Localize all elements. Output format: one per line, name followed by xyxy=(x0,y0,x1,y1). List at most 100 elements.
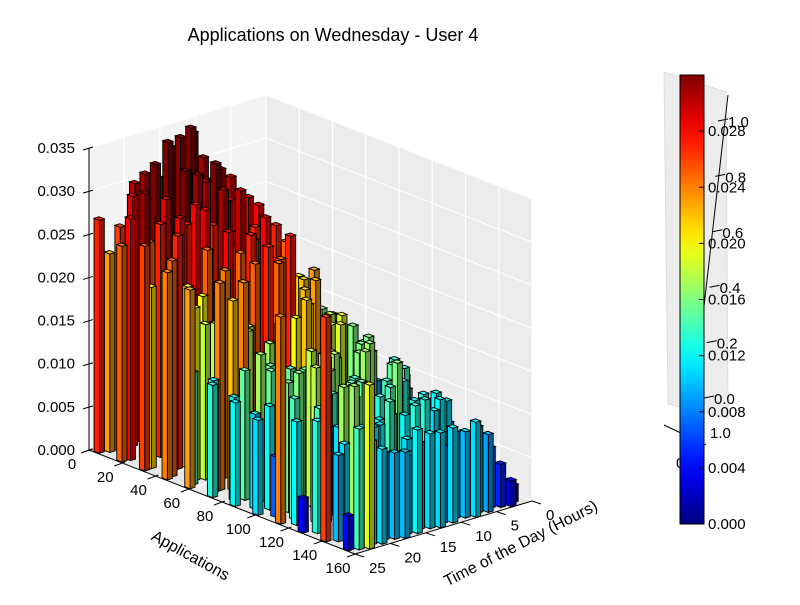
bar-top-face xyxy=(297,275,311,281)
bar-front-face xyxy=(332,452,339,543)
bar-top-face xyxy=(433,395,447,401)
chart-title: Applications on Wednesday - User 4 xyxy=(188,25,479,45)
bar-top-face xyxy=(236,279,250,284)
bar-front-face xyxy=(388,450,396,541)
z-tick-label: 0.025 xyxy=(37,226,75,243)
bar-top-face xyxy=(218,267,232,272)
bar xyxy=(138,242,152,472)
bar-side-face xyxy=(452,426,459,524)
bar-top-face xyxy=(327,350,341,355)
bar-side-face xyxy=(280,315,287,525)
bar-top-face xyxy=(304,347,318,353)
bar-front-face xyxy=(264,403,271,511)
bar-top-face xyxy=(198,320,212,326)
bar-top-face xyxy=(331,451,345,457)
bar-top-face xyxy=(226,297,240,302)
bar xyxy=(494,460,508,509)
bar-side-face xyxy=(464,429,471,519)
stray-tick-mark xyxy=(715,173,726,177)
bar-top-face xyxy=(481,430,495,436)
y-tick-label: 5 xyxy=(511,518,519,535)
bar-top-face xyxy=(283,365,297,370)
stray-tick-mark xyxy=(717,118,729,122)
z-tick-label: 0.005 xyxy=(37,399,75,416)
x-tick-label: 0 xyxy=(68,456,76,473)
bar-side-face xyxy=(429,431,436,530)
axis-ticks: 0.000 0.005 0.010 0.015 0.020 0.025 0.030 0.035… xyxy=(37,140,554,577)
y-tick-label: 15 xyxy=(440,539,457,556)
bar-top-face xyxy=(228,398,242,404)
bar-front-face xyxy=(411,427,418,535)
bar-top-face xyxy=(198,206,212,211)
bar-side-face xyxy=(121,244,128,463)
bar-side-face xyxy=(439,430,446,529)
bar-side-face xyxy=(358,427,365,551)
bar-top-face xyxy=(383,383,397,389)
stray-extra-label: 1.0 xyxy=(710,425,731,442)
bar-top-face xyxy=(274,313,288,318)
bar-top-face xyxy=(308,276,323,282)
colorbar-tick-label: 0.012 xyxy=(708,348,746,365)
bar-top-face xyxy=(289,314,303,320)
bar-side-face xyxy=(150,285,157,470)
bar-top-face xyxy=(165,257,179,262)
x-tick-label: 100 xyxy=(226,521,251,538)
bar-top-face xyxy=(337,440,351,445)
bar-front-face xyxy=(229,400,236,508)
bar-top-face xyxy=(383,398,397,403)
bar-top-face xyxy=(263,339,277,345)
bar-top-face xyxy=(269,221,283,227)
bar-top-face xyxy=(344,379,358,384)
stray-tick-mark xyxy=(709,284,720,288)
bar-top-face xyxy=(178,167,192,173)
bar-top-face xyxy=(159,195,173,201)
bar xyxy=(352,425,366,551)
bar-top-face xyxy=(200,246,214,252)
bar-top-face xyxy=(298,286,312,291)
bar-front-face xyxy=(161,270,168,481)
bar-top-face xyxy=(161,138,175,144)
bar xyxy=(481,430,495,514)
bar-front-face xyxy=(297,495,304,534)
z-tick-label: 0.010 xyxy=(37,356,75,373)
bar-front-face xyxy=(376,446,383,545)
bar-top-face xyxy=(189,201,203,206)
bar-top-face xyxy=(184,124,198,129)
stray-tick-mark xyxy=(703,395,715,399)
bar xyxy=(433,429,447,529)
bar-top-face xyxy=(259,214,273,219)
bar-front-face xyxy=(505,478,512,508)
bar-side-face xyxy=(510,478,517,508)
z-tick-label: 0.035 xyxy=(37,140,75,157)
bar-top-face xyxy=(398,448,412,453)
bar-side-face xyxy=(257,418,264,516)
z-tick-label: 0.015 xyxy=(37,313,75,330)
bar-top-face xyxy=(346,322,360,327)
bar-top-face xyxy=(348,374,362,380)
x-tick-mark xyxy=(147,474,159,480)
bar-top-face xyxy=(138,170,152,175)
bar-side-face xyxy=(394,451,400,541)
bar-top-face xyxy=(408,402,422,407)
bar-top-face xyxy=(469,418,483,423)
y-tick-mark xyxy=(390,542,400,547)
x-tick-label: 120 xyxy=(259,534,284,551)
bar xyxy=(410,426,424,535)
bar xyxy=(331,451,345,543)
z-tick-label: 0.030 xyxy=(37,183,75,200)
x-tick-label: 140 xyxy=(292,547,317,564)
bar-front-face xyxy=(274,314,282,525)
bar-top-face xyxy=(138,242,152,248)
bar-front-face xyxy=(447,425,454,524)
bar-top-face xyxy=(494,460,508,465)
colorbar-tick-label: 0.016 xyxy=(708,292,746,309)
x-tick-label: 40 xyxy=(130,482,147,499)
bar-front-face xyxy=(399,449,406,540)
bar xyxy=(251,416,265,517)
z-tick-mark xyxy=(82,146,94,151)
bar xyxy=(183,286,197,490)
bar xyxy=(228,398,242,508)
stray-tick-mark xyxy=(712,229,723,233)
bar-front-face xyxy=(353,426,360,551)
